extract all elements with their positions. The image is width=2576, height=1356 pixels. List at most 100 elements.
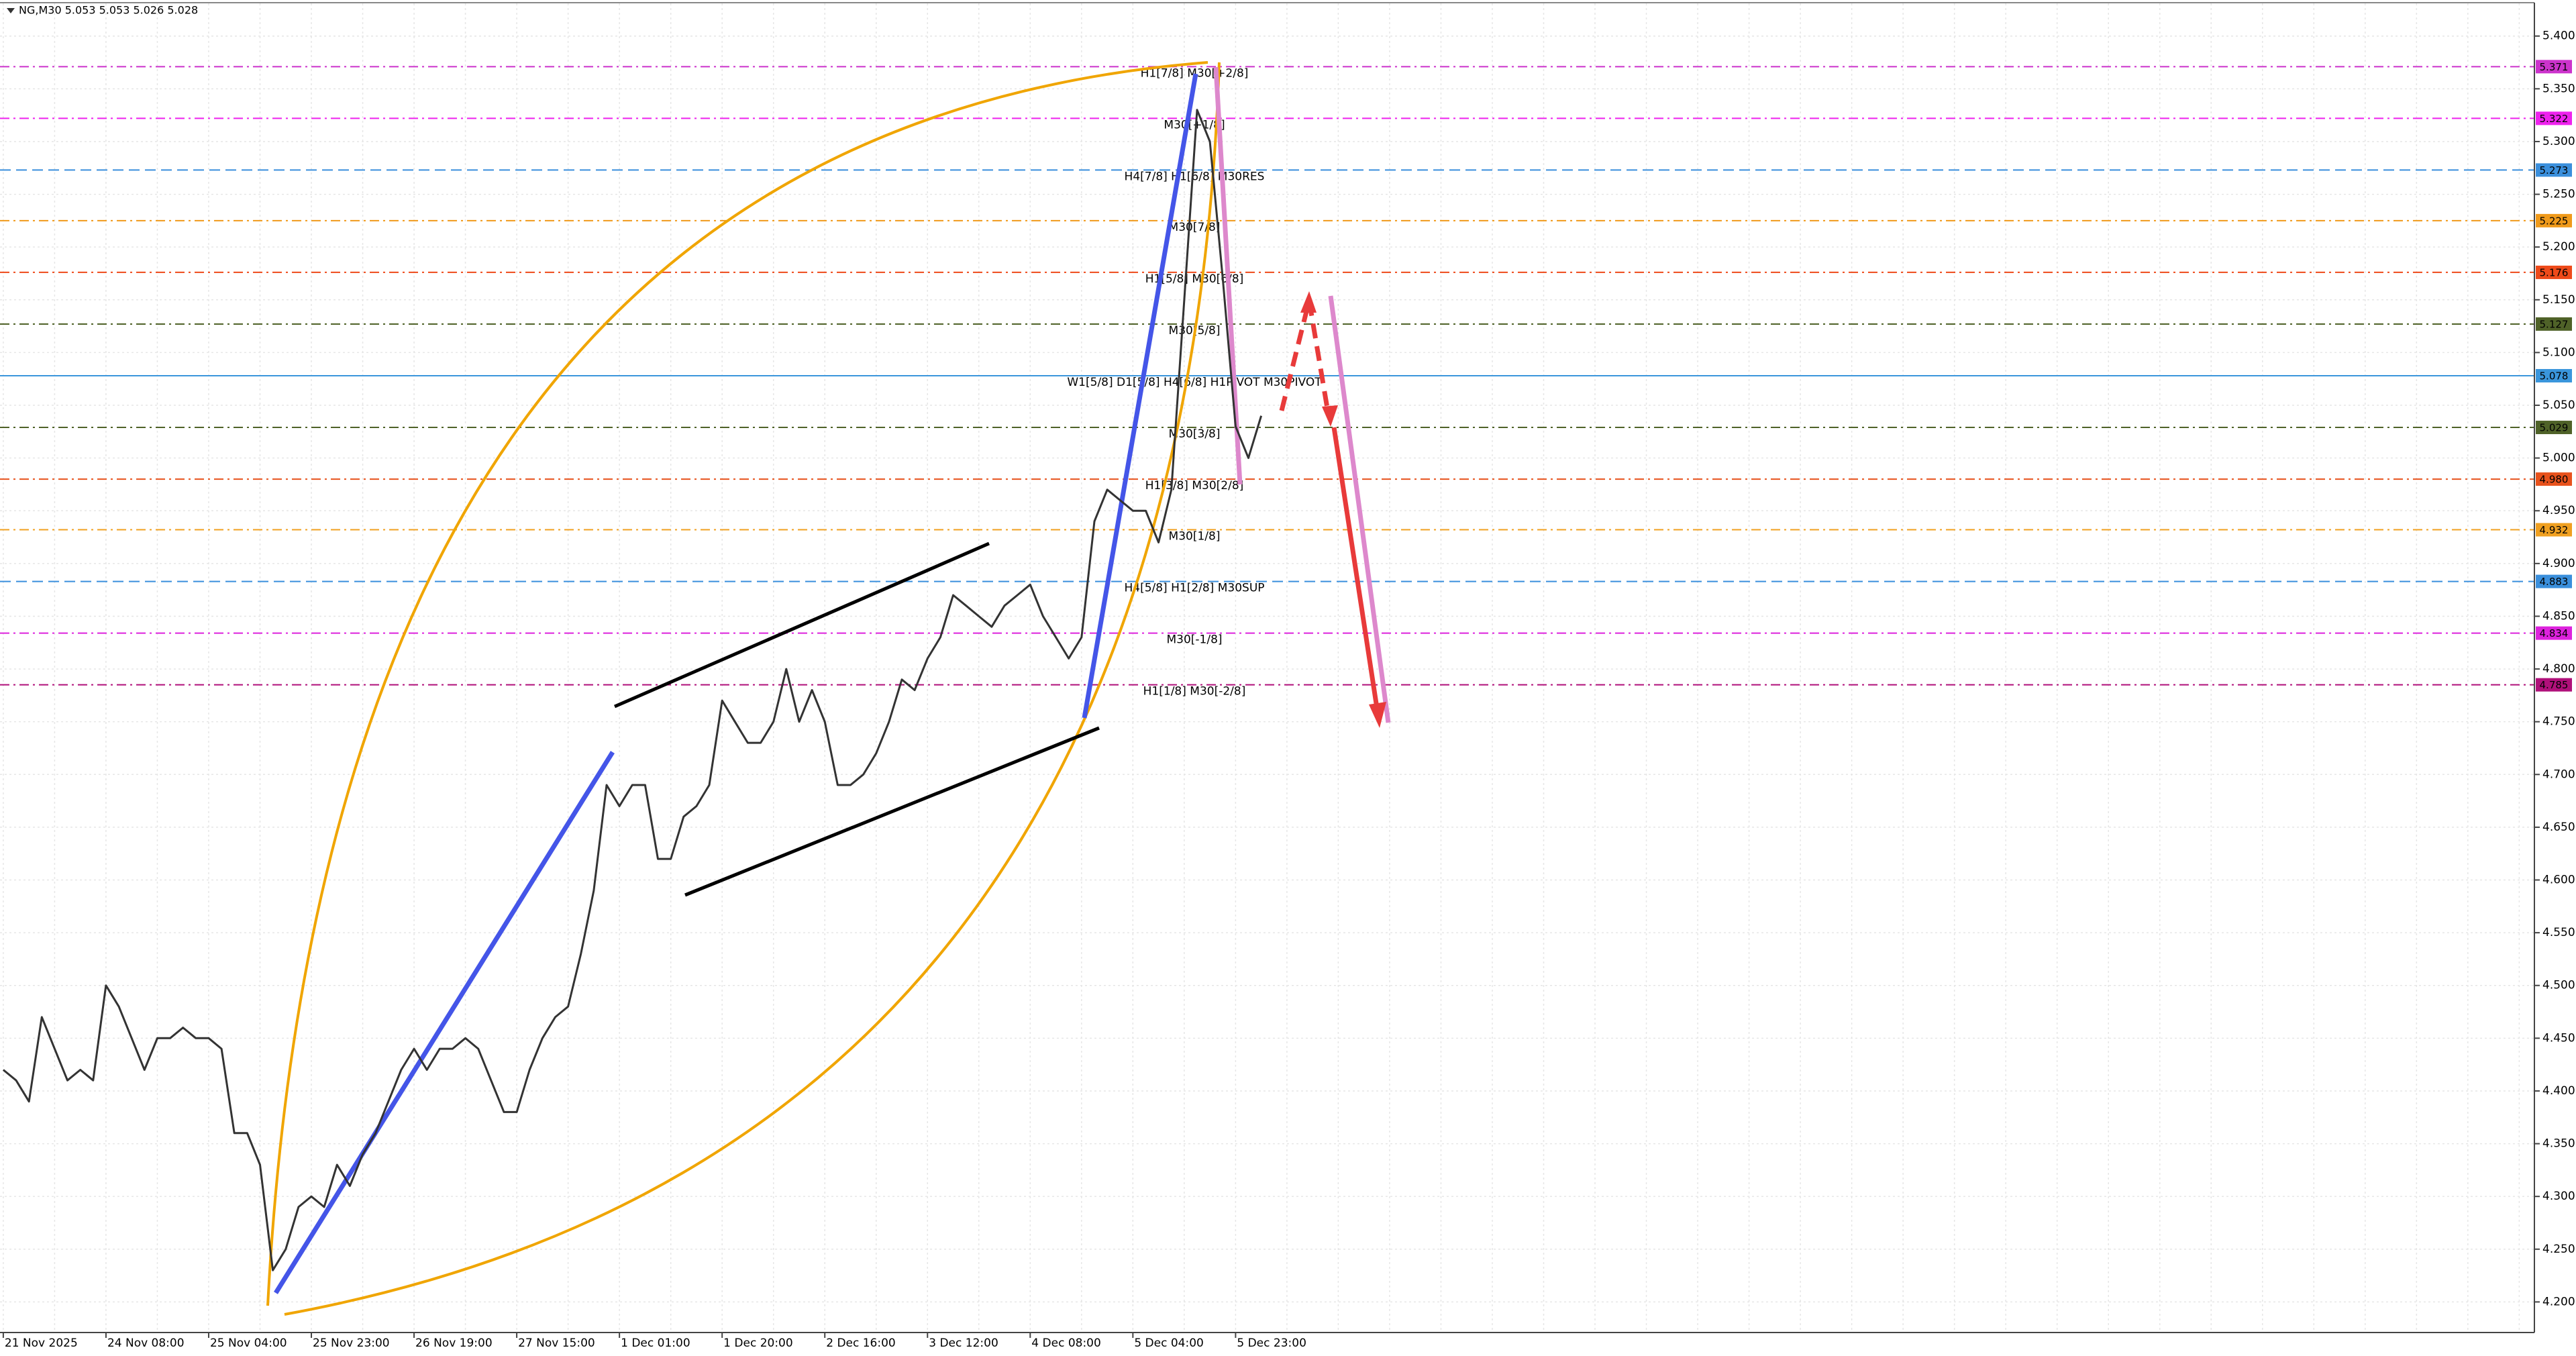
y-tick-label: 5.050 bbox=[2542, 399, 2575, 412]
projection-line bbox=[1331, 427, 1380, 709]
y-tick-label: 4.600 bbox=[2542, 874, 2575, 887]
level-annotation: W1[5/8] D1[5/8] H4[6/8] H1PIVOT M30PIVOT bbox=[1067, 376, 1322, 389]
y-tick-label: 4.450 bbox=[2542, 1031, 2575, 1045]
y-tick-label: 4.800 bbox=[2542, 662, 2575, 676]
x-tick-label: 27 Nov 15:00 bbox=[518, 1337, 595, 1350]
level-price-box bbox=[2536, 472, 2572, 486]
y-tick-label: 4.700 bbox=[2542, 768, 2575, 781]
level-annotation: M30[-1/8] bbox=[1166, 633, 1222, 647]
trend-line bbox=[274, 751, 615, 1294]
projection-line bbox=[1328, 295, 1391, 723]
level-price-box bbox=[2536, 421, 2572, 435]
x-tick-label: 2 Dec 16:00 bbox=[826, 1337, 896, 1350]
level-annotation: M30[7/8] bbox=[1169, 221, 1221, 234]
level-price-box bbox=[2536, 626, 2572, 640]
level-price-box bbox=[2536, 368, 2572, 382]
level-annotation: H1[5/8] M30[6/8] bbox=[1145, 272, 1244, 286]
level-annotation: H4[7/8] H1[6/8] M30RES bbox=[1125, 170, 1265, 183]
channel-line bbox=[684, 726, 1100, 897]
trend-line bbox=[1082, 73, 1198, 719]
level-price-label: 4.834 bbox=[2540, 627, 2569, 639]
x-tick-label: 21 Nov 2025 bbox=[5, 1337, 78, 1350]
x-tick-label: 4 Dec 08:00 bbox=[1031, 1337, 1101, 1350]
y-tick-label: 4.650 bbox=[2542, 821, 2575, 834]
level-price-box bbox=[2536, 265, 2572, 279]
y-tick-label: 5.350 bbox=[2542, 82, 2575, 95]
level-price-box bbox=[2536, 213, 2572, 227]
x-tick-label: 5 Dec 23:00 bbox=[1237, 1337, 1306, 1350]
y-tick-label: 5.150 bbox=[2542, 293, 2575, 307]
level-annotation: H1[1/8] M30[-2/8] bbox=[1143, 685, 1246, 698]
level-price-label: 5.078 bbox=[2540, 370, 2569, 382]
levels: H1[7/8] M30[+2/8] M30[+1/8] H4[7/8] H1[6/8… bbox=[0, 66, 2534, 698]
y-tick-label: 5.000 bbox=[2542, 452, 2575, 465]
price bbox=[2, 109, 1263, 1271]
x-tick-label: 24 Nov 08:00 bbox=[107, 1337, 185, 1350]
grid bbox=[0, 3, 2534, 1333]
level-price-label: 4.785 bbox=[2540, 679, 2569, 691]
y-tick-label: 4.350 bbox=[2542, 1137, 2575, 1151]
projection-line bbox=[1213, 66, 1243, 485]
chart-header: NG,M30 5.053 5.053 5.026 5.028 bbox=[19, 4, 198, 17]
y-tick-label: 4.500 bbox=[2542, 979, 2575, 992]
level-price-box bbox=[2536, 523, 2572, 537]
x-tick-label: 26 Nov 19:00 bbox=[415, 1337, 493, 1350]
arrow-head bbox=[1322, 405, 1338, 427]
y-tick-label: 4.400 bbox=[2542, 1084, 2575, 1098]
level-price-label: 5.176 bbox=[2540, 266, 2569, 278]
level-price-box bbox=[2536, 163, 2572, 177]
level-annotation: M30[3/8] bbox=[1169, 427, 1221, 441]
arc-upper bbox=[266, 61, 1208, 1306]
level-annotation: H1[7/8] M30[+2/8] bbox=[1141, 66, 1249, 80]
y-tick-label: 4.200 bbox=[2542, 1295, 2575, 1308]
y-tick-label: 4.550 bbox=[2542, 926, 2575, 939]
x-tick-label: 5 Dec 04:00 bbox=[1134, 1337, 1204, 1350]
y-tick-label: 5.250 bbox=[2542, 188, 2575, 201]
arrow-head bbox=[1369, 702, 1386, 728]
level-price-label: 5.273 bbox=[2540, 164, 2569, 176]
y-tick-label: 4.950 bbox=[2542, 504, 2575, 517]
y-tick-label: 5.100 bbox=[2542, 346, 2575, 359]
level-price-label: 4.883 bbox=[2540, 576, 2569, 588]
level-price-box bbox=[2536, 317, 2572, 331]
drawings bbox=[266, 61, 1391, 1316]
level-annotation: H1[3/8] M30[2/8] bbox=[1145, 479, 1244, 492]
y-tick-label: 4.300 bbox=[2542, 1190, 2575, 1203]
level-annotation: M30[1/8] bbox=[1169, 530, 1221, 543]
level-price-label: 5.322 bbox=[2540, 113, 2569, 125]
level-price-label: 5.371 bbox=[2540, 61, 2569, 73]
level-price-label: 4.932 bbox=[2540, 524, 2569, 536]
x-tick-label: 1 Dec 20:00 bbox=[723, 1337, 793, 1350]
y-tick-label: 4.250 bbox=[2542, 1243, 2575, 1256]
level-price-box bbox=[2536, 574, 2572, 588]
x-tick-label: 3 Dec 12:00 bbox=[929, 1337, 998, 1350]
level-price-box bbox=[2536, 678, 2572, 692]
y-tick-label: 4.750 bbox=[2542, 715, 2575, 729]
x-tick-label: 1 Dec 01:00 bbox=[621, 1337, 690, 1350]
channel-line bbox=[614, 541, 990, 709]
arrow-head bbox=[1300, 291, 1317, 313]
level-price-label: 5.029 bbox=[2540, 422, 2569, 434]
projection-dashed bbox=[1279, 300, 1331, 417]
x-tick-label: 25 Nov 04:00 bbox=[210, 1337, 287, 1350]
arc-lower bbox=[284, 62, 1221, 1316]
y-tick-label: 5.400 bbox=[2542, 30, 2575, 43]
price-line bbox=[2, 109, 1263, 1271]
y-tick-label: 4.850 bbox=[2542, 609, 2575, 623]
level-price-box bbox=[2536, 111, 2572, 125]
level-price-box bbox=[2536, 60, 2572, 74]
level-price-label: 4.980 bbox=[2540, 474, 2569, 486]
y-tick-label: 5.300 bbox=[2542, 135, 2575, 148]
y-tick-label: 4.900 bbox=[2542, 557, 2575, 570]
level-price-label: 5.127 bbox=[2540, 318, 2569, 330]
x-tick-label: 25 Nov 23:00 bbox=[313, 1337, 390, 1350]
level-price-label: 5.225 bbox=[2540, 215, 2569, 227]
menu-triangle bbox=[7, 8, 15, 13]
y-tick-label: 5.200 bbox=[2542, 240, 2575, 254]
level-annotation: M30[+1/8] bbox=[1164, 118, 1225, 132]
level-annotation: H4[5/8] H1[2/8] M30SUP bbox=[1124, 582, 1264, 595]
